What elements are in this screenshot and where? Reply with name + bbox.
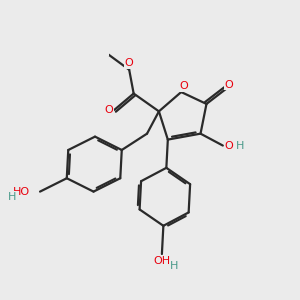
Text: HO: HO: [13, 187, 30, 196]
Text: O: O: [125, 58, 134, 68]
Text: O: O: [104, 105, 113, 115]
Text: O: O: [180, 81, 189, 91]
Text: H: H: [169, 261, 178, 271]
Text: O: O: [224, 80, 233, 90]
Text: H: H: [236, 140, 244, 151]
Text: OH: OH: [153, 256, 170, 266]
Text: O: O: [100, 45, 108, 56]
Text: O: O: [224, 140, 233, 151]
Text: O: O: [100, 45, 108, 56]
Text: H: H: [8, 192, 16, 202]
